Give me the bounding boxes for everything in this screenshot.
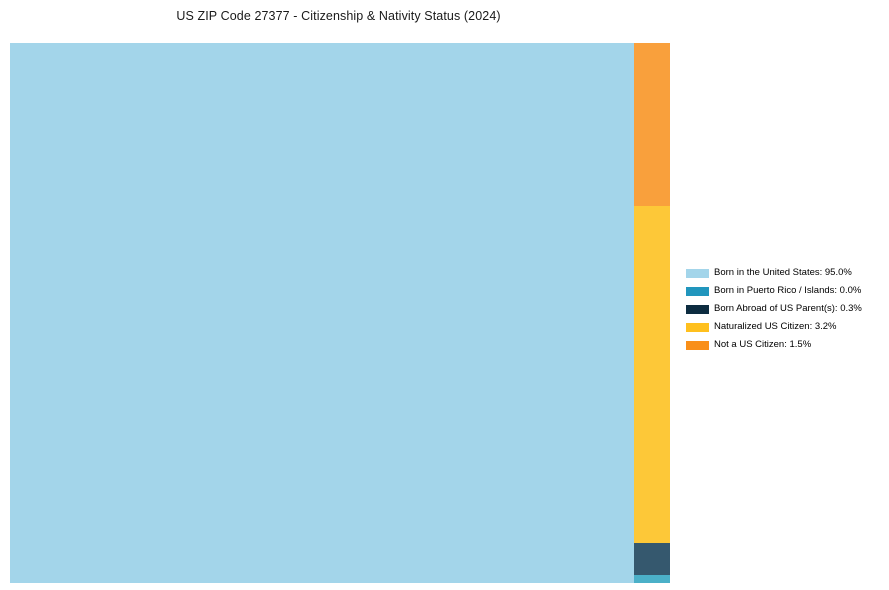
treemap-tile[interactable]	[634, 543, 670, 576]
treemap-tile[interactable]	[634, 43, 670, 207]
legend-item-not-a-us-citizen[interactable]: Not a US Citizen: 1.5%	[686, 336, 882, 354]
page-title: US ZIP Code 27377 - Citizenship & Nativi…	[176, 9, 501, 23]
treemap-plot-area	[10, 43, 670, 583]
legend-swatch-icon	[686, 304, 709, 314]
legend-swatch-icon	[686, 340, 709, 350]
treemap-tile[interactable]	[634, 575, 670, 583]
treemap-tile[interactable]	[634, 206, 670, 544]
legend-item-label: Naturalized US Citizen: 3.2%	[714, 321, 837, 332]
legend-item-born-abroad-of-us-parents[interactable]: Born Abroad of US Parent(s): 0.3%	[686, 300, 882, 318]
chart-legend: Born in the United States: 95.0% Born in …	[686, 264, 882, 354]
legend-item-naturalized-us-citizen[interactable]: Naturalized US Citizen: 3.2%	[686, 318, 882, 336]
treemap-tile[interactable]	[10, 43, 635, 583]
legend-item-born-in-puerto-rico-islands[interactable]: Born in Puerto Rico / Islands: 0.0%	[686, 282, 882, 300]
legend-item-label: Born in Puerto Rico / Islands: 0.0%	[714, 285, 862, 296]
legend-item-label: Born Abroad of US Parent(s): 0.3%	[714, 303, 862, 314]
legend-swatch-icon	[686, 268, 709, 278]
legend-swatch-icon	[686, 286, 709, 296]
legend-item-born-in-the-united-states[interactable]: Born in the United States: 95.0%	[686, 264, 882, 282]
legend-item-label: Not a US Citizen: 1.5%	[714, 339, 812, 350]
legend-item-label: Born in the United States: 95.0%	[714, 267, 852, 278]
legend-swatch-icon	[686, 322, 709, 332]
